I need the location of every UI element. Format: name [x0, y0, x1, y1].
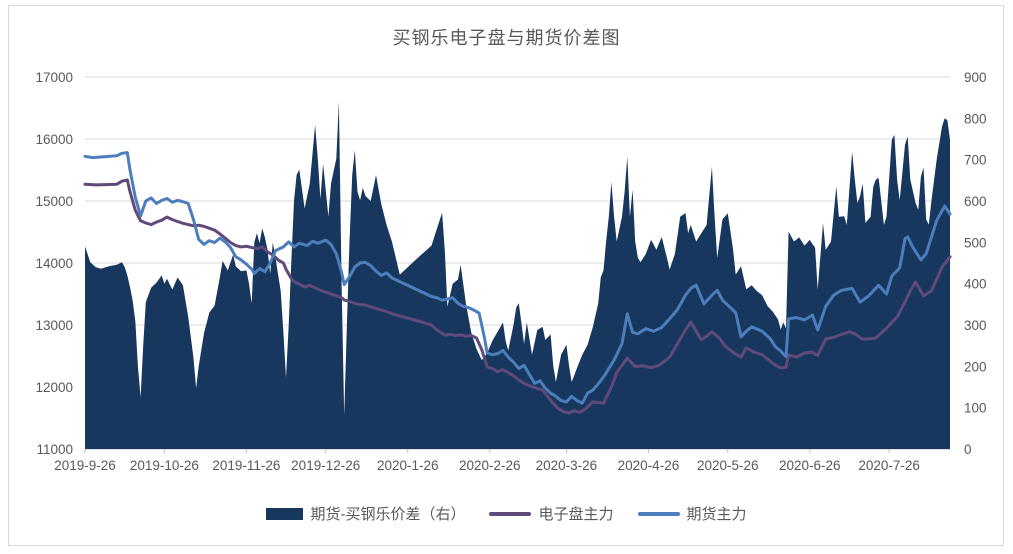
x-axis-label: 2020-5-26 [697, 458, 759, 473]
y-axis-label-left: 14000 [35, 256, 73, 271]
spread-area-swatch-icon [266, 507, 304, 520]
y-axis-label-right: 300 [964, 318, 987, 333]
y-axis-label-right: 600 [964, 194, 987, 209]
legend-item-futures: 期货主力 [637, 503, 747, 524]
y-axis-label-left: 15000 [35, 194, 73, 209]
legend-label-spread: 期货-买钢乐价差（右） [310, 506, 466, 523]
spread-area-series [85, 101, 950, 450]
electronic-line-swatch-icon [489, 511, 532, 516]
legend-item-electronic: 电子盘主力 [489, 503, 614, 524]
y-axis-label-right: 200 [964, 359, 987, 374]
y-axis-label-right: 700 [964, 153, 987, 168]
x-axis-label: 2020-4-26 [618, 458, 680, 473]
y-axis-label-right: 500 [964, 235, 987, 250]
legend-item-spread: 期货-买钢乐价差（右） [266, 503, 465, 524]
chart-legend: 期货-买钢乐价差（右） 电子盘主力 期货主力 [0, 503, 1013, 524]
futures-line-series [83, 151, 952, 405]
y-axis-label-left: 16000 [35, 132, 73, 147]
x-axis-label: 2019-11-26 [212, 458, 280, 473]
y-axis-label-right: 100 [964, 401, 987, 416]
y-axis-label-right: 0 [964, 442, 972, 457]
legend-label-futures: 期货主力 [686, 506, 747, 523]
y-axis-label-right: 400 [964, 277, 987, 292]
electronic-line-series [83, 178, 952, 415]
legend-label-electronic: 电子盘主力 [538, 506, 614, 523]
chart-title: 买钢乐电子盘与期货价差图 [392, 28, 621, 48]
y-axis-label-left: 12000 [35, 380, 73, 395]
y-axis-label-right: 900 [964, 70, 987, 85]
y-axis-label-left: 13000 [35, 318, 73, 333]
y-axis-label-left: 11000 [36, 442, 73, 457]
futures-line-swatch-icon [637, 511, 680, 516]
x-axis-label: 2019-10-26 [130, 458, 199, 473]
x-axis-label: 2020-1-26 [377, 458, 439, 473]
x-axis-label: 2020-6-26 [779, 458, 841, 473]
y-axis-label-left: 17000 [35, 70, 73, 85]
x-axis-label: 2020-2-26 [459, 458, 521, 473]
x-axis-label: 2019-9-26 [54, 458, 116, 473]
x-axis-label: 2020-7-26 [858, 458, 920, 473]
x-axis-label: 2020-3-26 [536, 458, 598, 473]
y-axis-label-right: 800 [964, 111, 987, 126]
x-axis-label: 2019-12-26 [291, 458, 360, 473]
